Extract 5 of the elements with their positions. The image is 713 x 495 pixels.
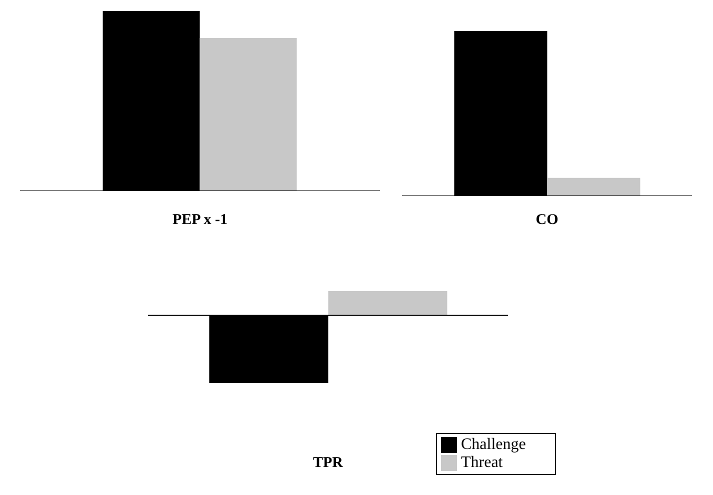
- legend-label: Threat: [461, 454, 503, 471]
- legend-label: Challenge: [461, 436, 526, 453]
- x-axis-title: TPR: [313, 455, 343, 471]
- x-axis-title: CO: [534, 212, 560, 229]
- x-axis-title: PEP x -1: [172, 212, 228, 229]
